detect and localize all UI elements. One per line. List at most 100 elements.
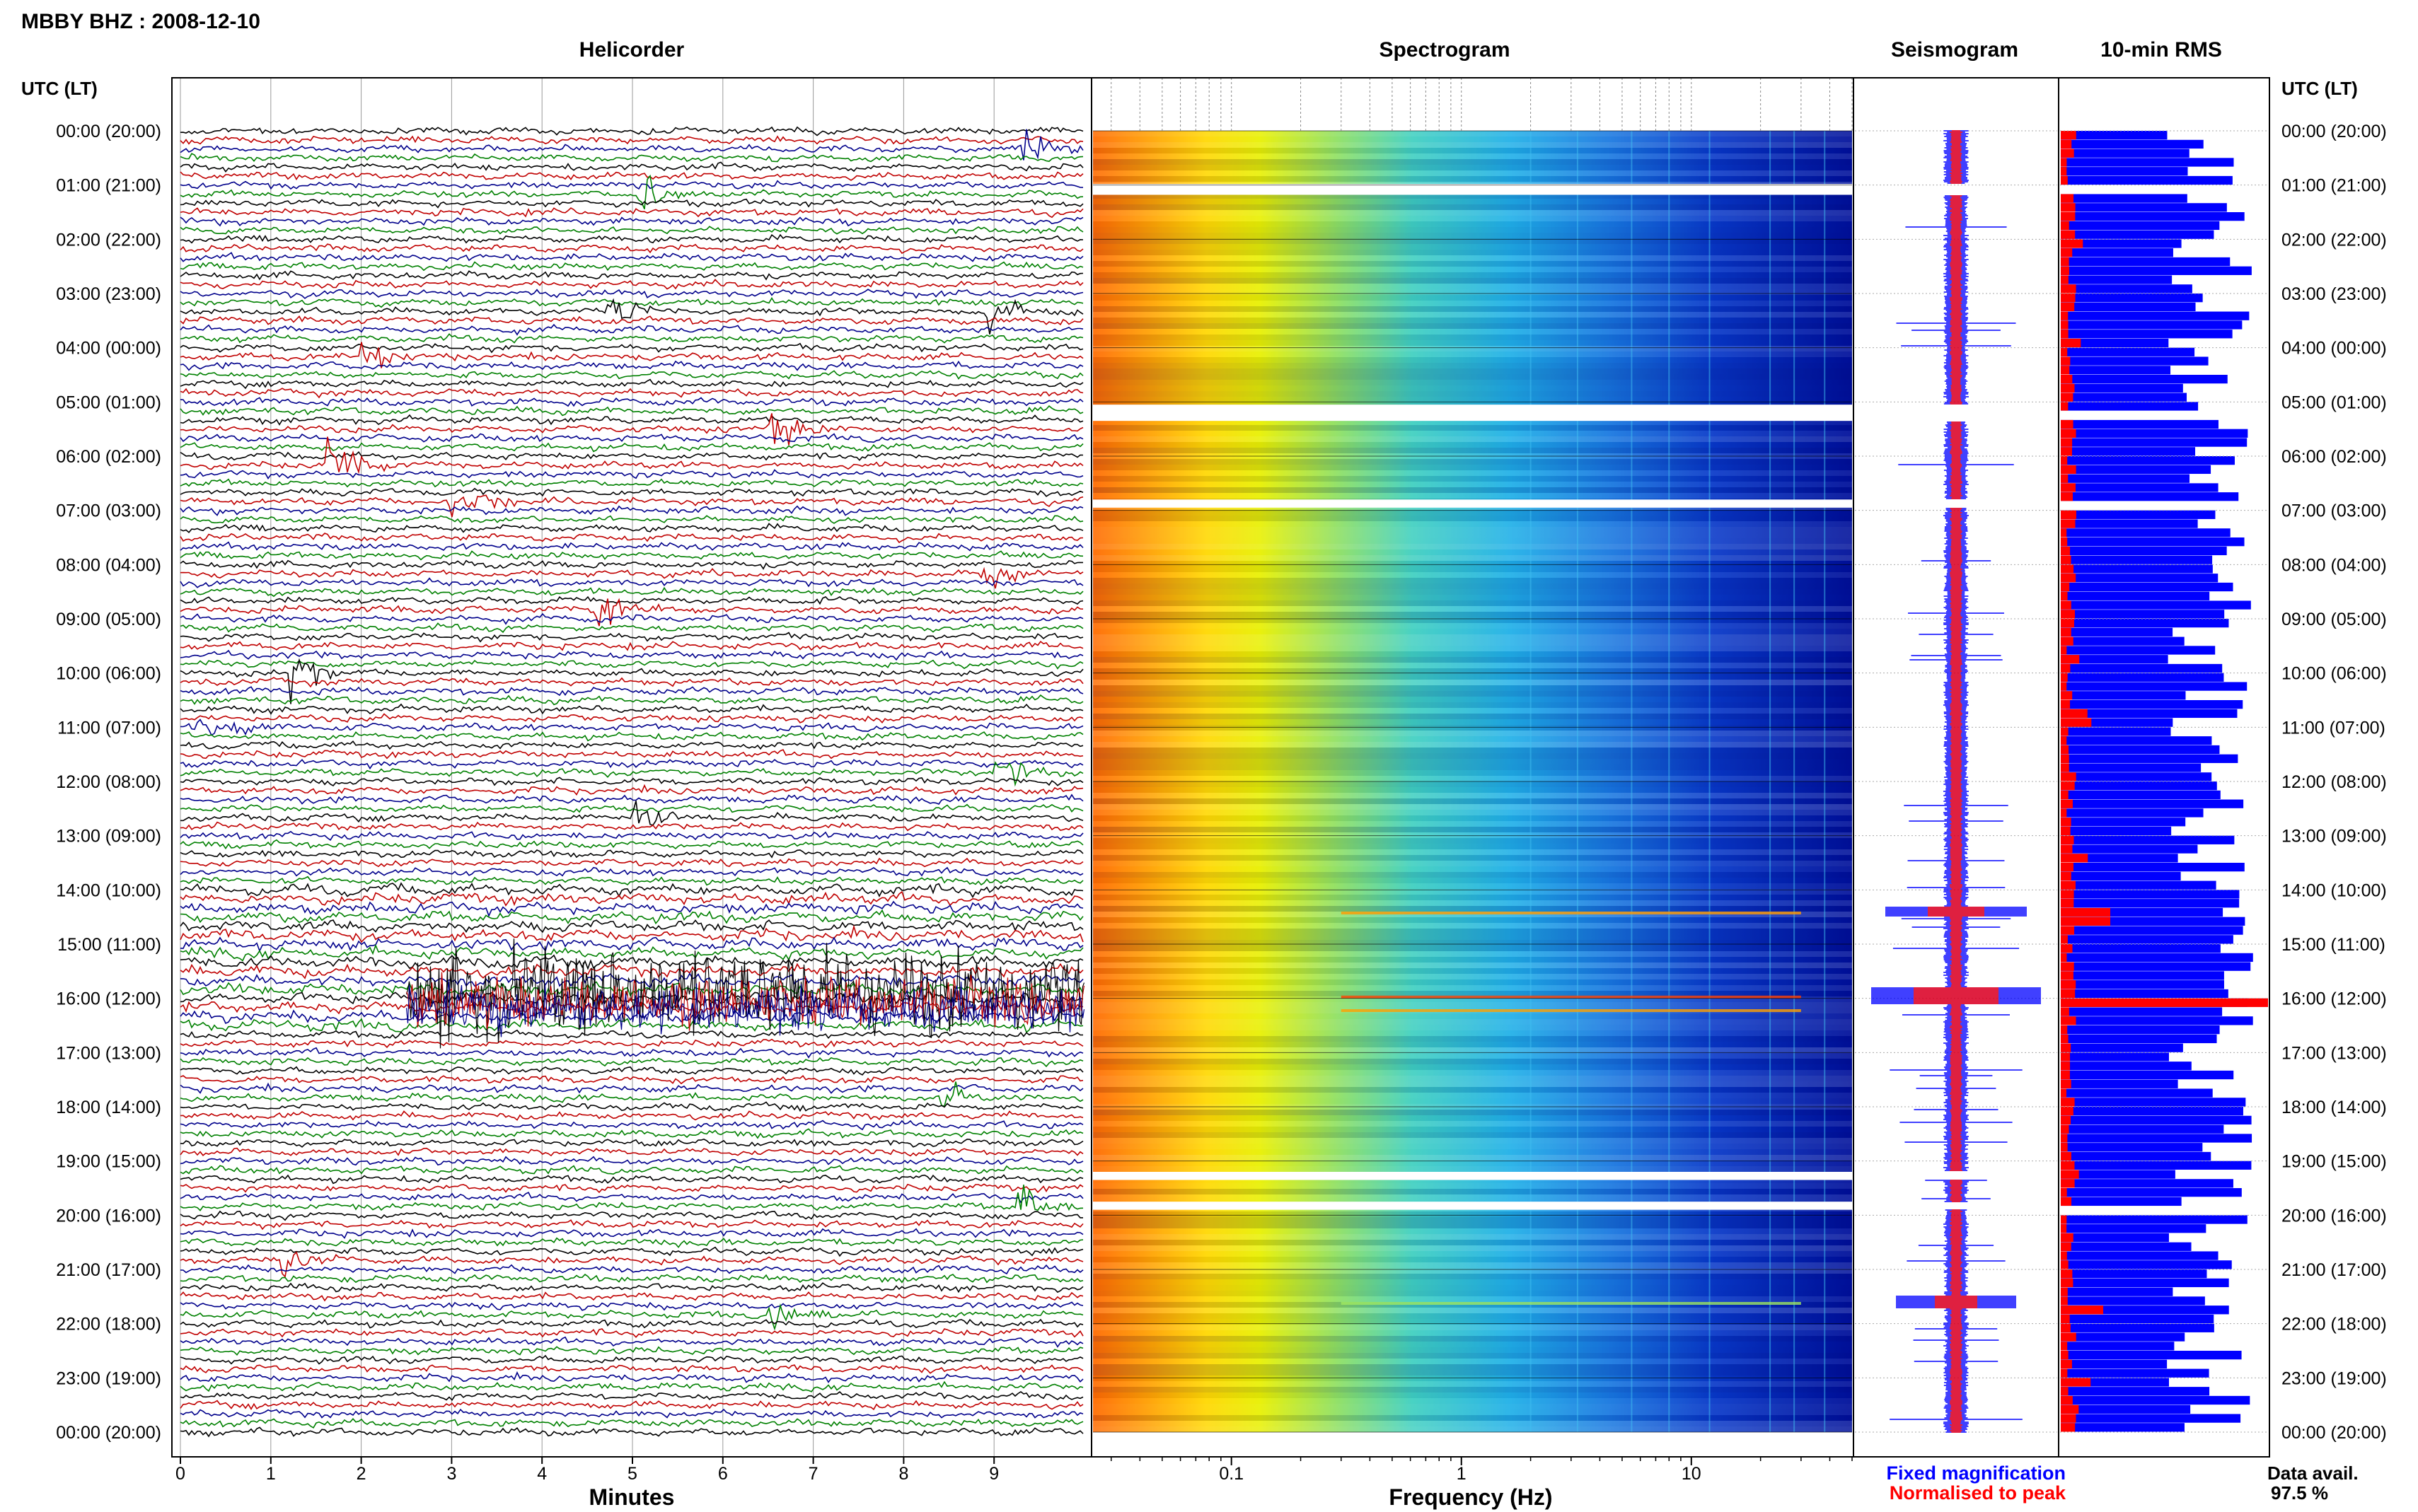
- rms-bar-fixed: [2061, 474, 2190, 483]
- rms-bar-normalised: [2061, 1134, 2068, 1143]
- frequency-axis-label: Frequency (Hz): [1389, 1484, 1552, 1510]
- helicorder-trace: [180, 1192, 1084, 1204]
- rms-bar-fixed: [2061, 1332, 2185, 1342]
- spectrogram-row: [1093, 159, 1852, 165]
- rms-bar-fixed: [2061, 564, 2213, 574]
- spectrogram-row: [1093, 1279, 1852, 1285]
- rms-bar-fixed: [2061, 537, 2245, 547]
- rms-bar-normalised: [2061, 266, 2069, 275]
- rms-bar-fixed: [2061, 600, 2251, 610]
- rms-bar-fixed: [2061, 655, 2168, 664]
- helicorder-trace: [180, 388, 1084, 399]
- rms-bar-normalised: [2061, 926, 2075, 935]
- rms-bar-fixed: [2061, 1260, 2232, 1269]
- time-label-left: 20:00 (16:00): [56, 1206, 161, 1226]
- rms-bar-normalised: [2061, 1025, 2068, 1035]
- rms-bar-fixed: [2061, 646, 2216, 655]
- helicorder-trace: [180, 174, 1084, 210]
- spectrogram-row: [1093, 1426, 1852, 1432]
- helicorder-trace: [180, 890, 1084, 907]
- spectrogram-row: [1093, 1240, 1852, 1245]
- rms-bar-normalised: [2061, 1188, 2067, 1197]
- rms-bar-normalised: [2061, 239, 2083, 248]
- spectrogram-row: [1093, 216, 1852, 221]
- time-label-left: 00:00 (20:00): [56, 1423, 161, 1443]
- rms-bar-fixed: [2061, 745, 2220, 755]
- spectrogram-row: [1093, 1421, 1852, 1426]
- rms-bar-fixed: [2061, 519, 2198, 528]
- time-axis-right: 00:00 (20:00) 01:00 (21:00) 02:00 (22:00) 0…: [2281, 122, 2387, 1443]
- minute-tick-label: 0: [175, 1464, 185, 1484]
- rms-bar-fixed: [2061, 1188, 2242, 1197]
- rms-bar-fixed: [2061, 1170, 2175, 1179]
- rms-bar-normalised: [2061, 1269, 2073, 1279]
- spectrogram-row: [1093, 861, 1852, 866]
- rms-bar-normalised: [2061, 1323, 2071, 1332]
- rms-bar-normalised: [2061, 818, 2071, 827]
- helicorder-trace: [180, 866, 1084, 877]
- rms-bar-normalised: [2061, 1062, 2071, 1071]
- rms-bar-normalised: [2061, 1242, 2071, 1251]
- helicorder-trace: [180, 550, 1084, 561]
- helicorder-trace: [180, 1210, 1083, 1221]
- rms-bar-fixed: [2061, 528, 2231, 537]
- rms-bar-normalised: [2061, 1251, 2067, 1260]
- spectrogram-row: [1093, 346, 1852, 351]
- rms-bar-fixed: [2061, 1043, 2183, 1052]
- rms-bar-fixed: [2061, 510, 2216, 519]
- rms-bar-normalised: [2061, 655, 2080, 664]
- time-label-left: 23:00 (19:00): [56, 1368, 161, 1388]
- spectrogram-row: [1093, 306, 1852, 312]
- spectrogram-row: [1093, 250, 1852, 255]
- rms-bar-fixed: [2061, 1296, 2205, 1305]
- spectral-event: [1341, 1009, 1801, 1012]
- helicorder-trace: [180, 586, 1084, 598]
- helicorder-trace: [180, 1110, 1084, 1121]
- rms-bar-fixed: [2061, 880, 2216, 890]
- time-label-right: 17:00 (13:00): [2281, 1043, 2387, 1063]
- rms-bar-normalised: [2061, 763, 2069, 772]
- rms-bar-normalised: [2061, 175, 2068, 185]
- spectrogram-row: [1093, 1353, 1852, 1359]
- time-label-left: 17:00 (13:00): [56, 1043, 161, 1063]
- helicorder-trace: [180, 963, 1084, 979]
- rms-bar-normalised: [2061, 899, 2074, 908]
- spectrogram-row: [1093, 832, 1852, 838]
- freq-tick-label: 1: [1457, 1464, 1467, 1484]
- time-label-right: 00:00 (20:00): [2281, 122, 2387, 141]
- time-label-right: 06:00 (02:00): [2281, 447, 2387, 467]
- spectrogram-row: [1093, 335, 1852, 340]
- rms-bar-normalised: [2061, 962, 2074, 971]
- rms-bar-fixed: [2061, 790, 2221, 800]
- helicorder-trace: [180, 1336, 1084, 1348]
- rms-bar-normalised: [2061, 1342, 2068, 1351]
- minute-tick-label: 3: [446, 1464, 456, 1484]
- spectrogram-row: [1093, 465, 1852, 470]
- rms-bar-fixed: [2061, 546, 2227, 556]
- helicorder-trace: [180, 1101, 1084, 1112]
- rms-bar-fixed: [2061, 266, 2252, 275]
- spectrogram-row: [1093, 934, 1852, 940]
- helicorder-trace: [180, 1029, 1084, 1040]
- spectrogram-row: [1093, 1398, 1852, 1404]
- rms-bar-normalised: [2061, 1378, 2091, 1387]
- minute-tick-label: 5: [627, 1464, 637, 1484]
- time-label-left: 09:00 (05:00): [56, 610, 161, 629]
- spectrogram-row: [1093, 815, 1852, 821]
- rms-bar-normalised: [2061, 212, 2076, 221]
- helicorder-trace: [180, 1273, 1084, 1284]
- spectrogram-row: [1093, 193, 1852, 199]
- spectrogram-row: [1093, 170, 1852, 176]
- spectrogram-row: [1093, 312, 1852, 318]
- rms-bar-normalised: [2061, 510, 2076, 519]
- rms-bar-fixed: [2061, 1025, 2220, 1035]
- spectrogram-row: [1093, 233, 1852, 238]
- spectrogram-row: [1093, 363, 1852, 368]
- helicorder-trace: [180, 559, 1083, 570]
- helicorder-trace: [180, 909, 1084, 925]
- seismogram-panel: [1855, 130, 2057, 1433]
- spectrogram-row: [1093, 425, 1852, 431]
- spectrogram-row: [1093, 776, 1852, 781]
- spectrogram-row: [1093, 798, 1852, 804]
- rms-bar-normalised: [2061, 1007, 2069, 1016]
